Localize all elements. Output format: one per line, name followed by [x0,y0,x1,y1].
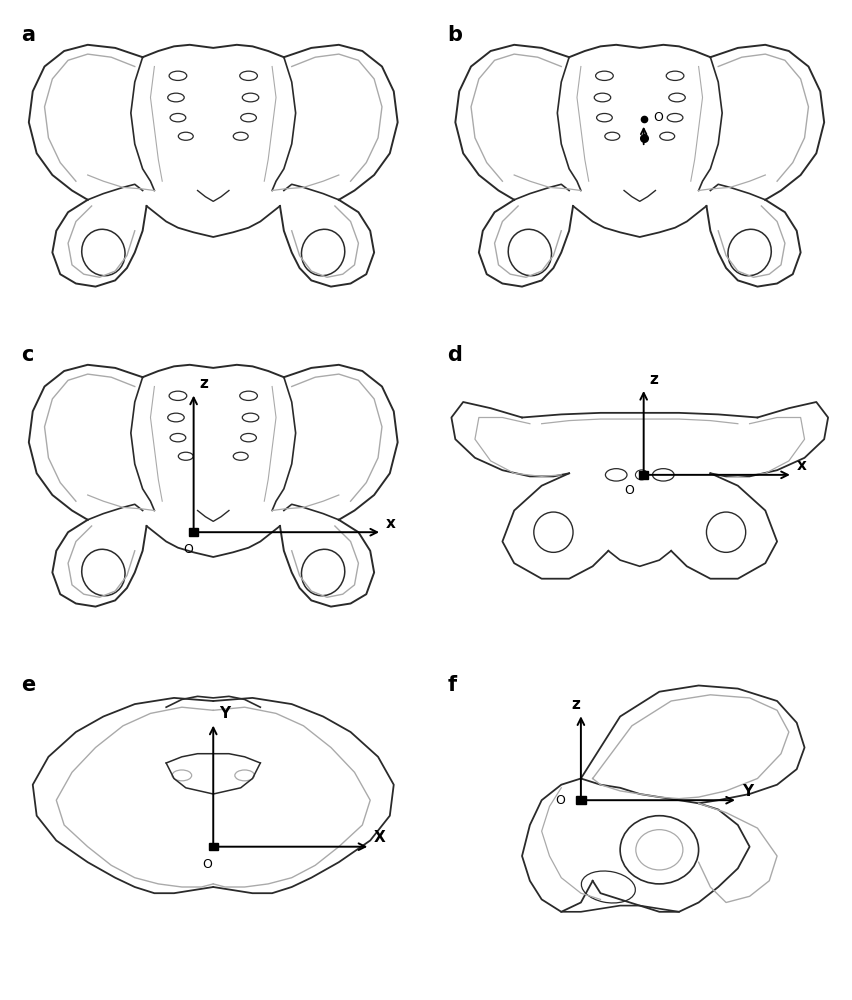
Text: O: O [182,543,193,556]
Bar [638,471,648,479]
Text: Y: Y [741,784,752,799]
Bar [208,843,218,850]
Text: x: x [385,516,395,531]
Text: x: x [796,458,806,473]
Text: b: b [447,25,462,45]
Bar [188,528,199,536]
Text: e: e [21,675,35,695]
Text: Y: Y [219,706,230,721]
Text: a: a [21,25,35,45]
Text: X: X [374,830,385,845]
Text: O: O [0,999,1,1000]
Text: O: O [624,484,633,497]
Bar [575,796,585,804]
Text: O: O [555,794,565,807]
Text: c: c [21,345,33,365]
Text: f: f [447,675,456,695]
Text: d: d [447,345,462,365]
Text: O: O [653,111,663,124]
Text: O: O [202,858,212,871]
Text: z: z [199,376,208,391]
Text: z: z [649,372,658,387]
Text: z: z [571,697,579,712]
